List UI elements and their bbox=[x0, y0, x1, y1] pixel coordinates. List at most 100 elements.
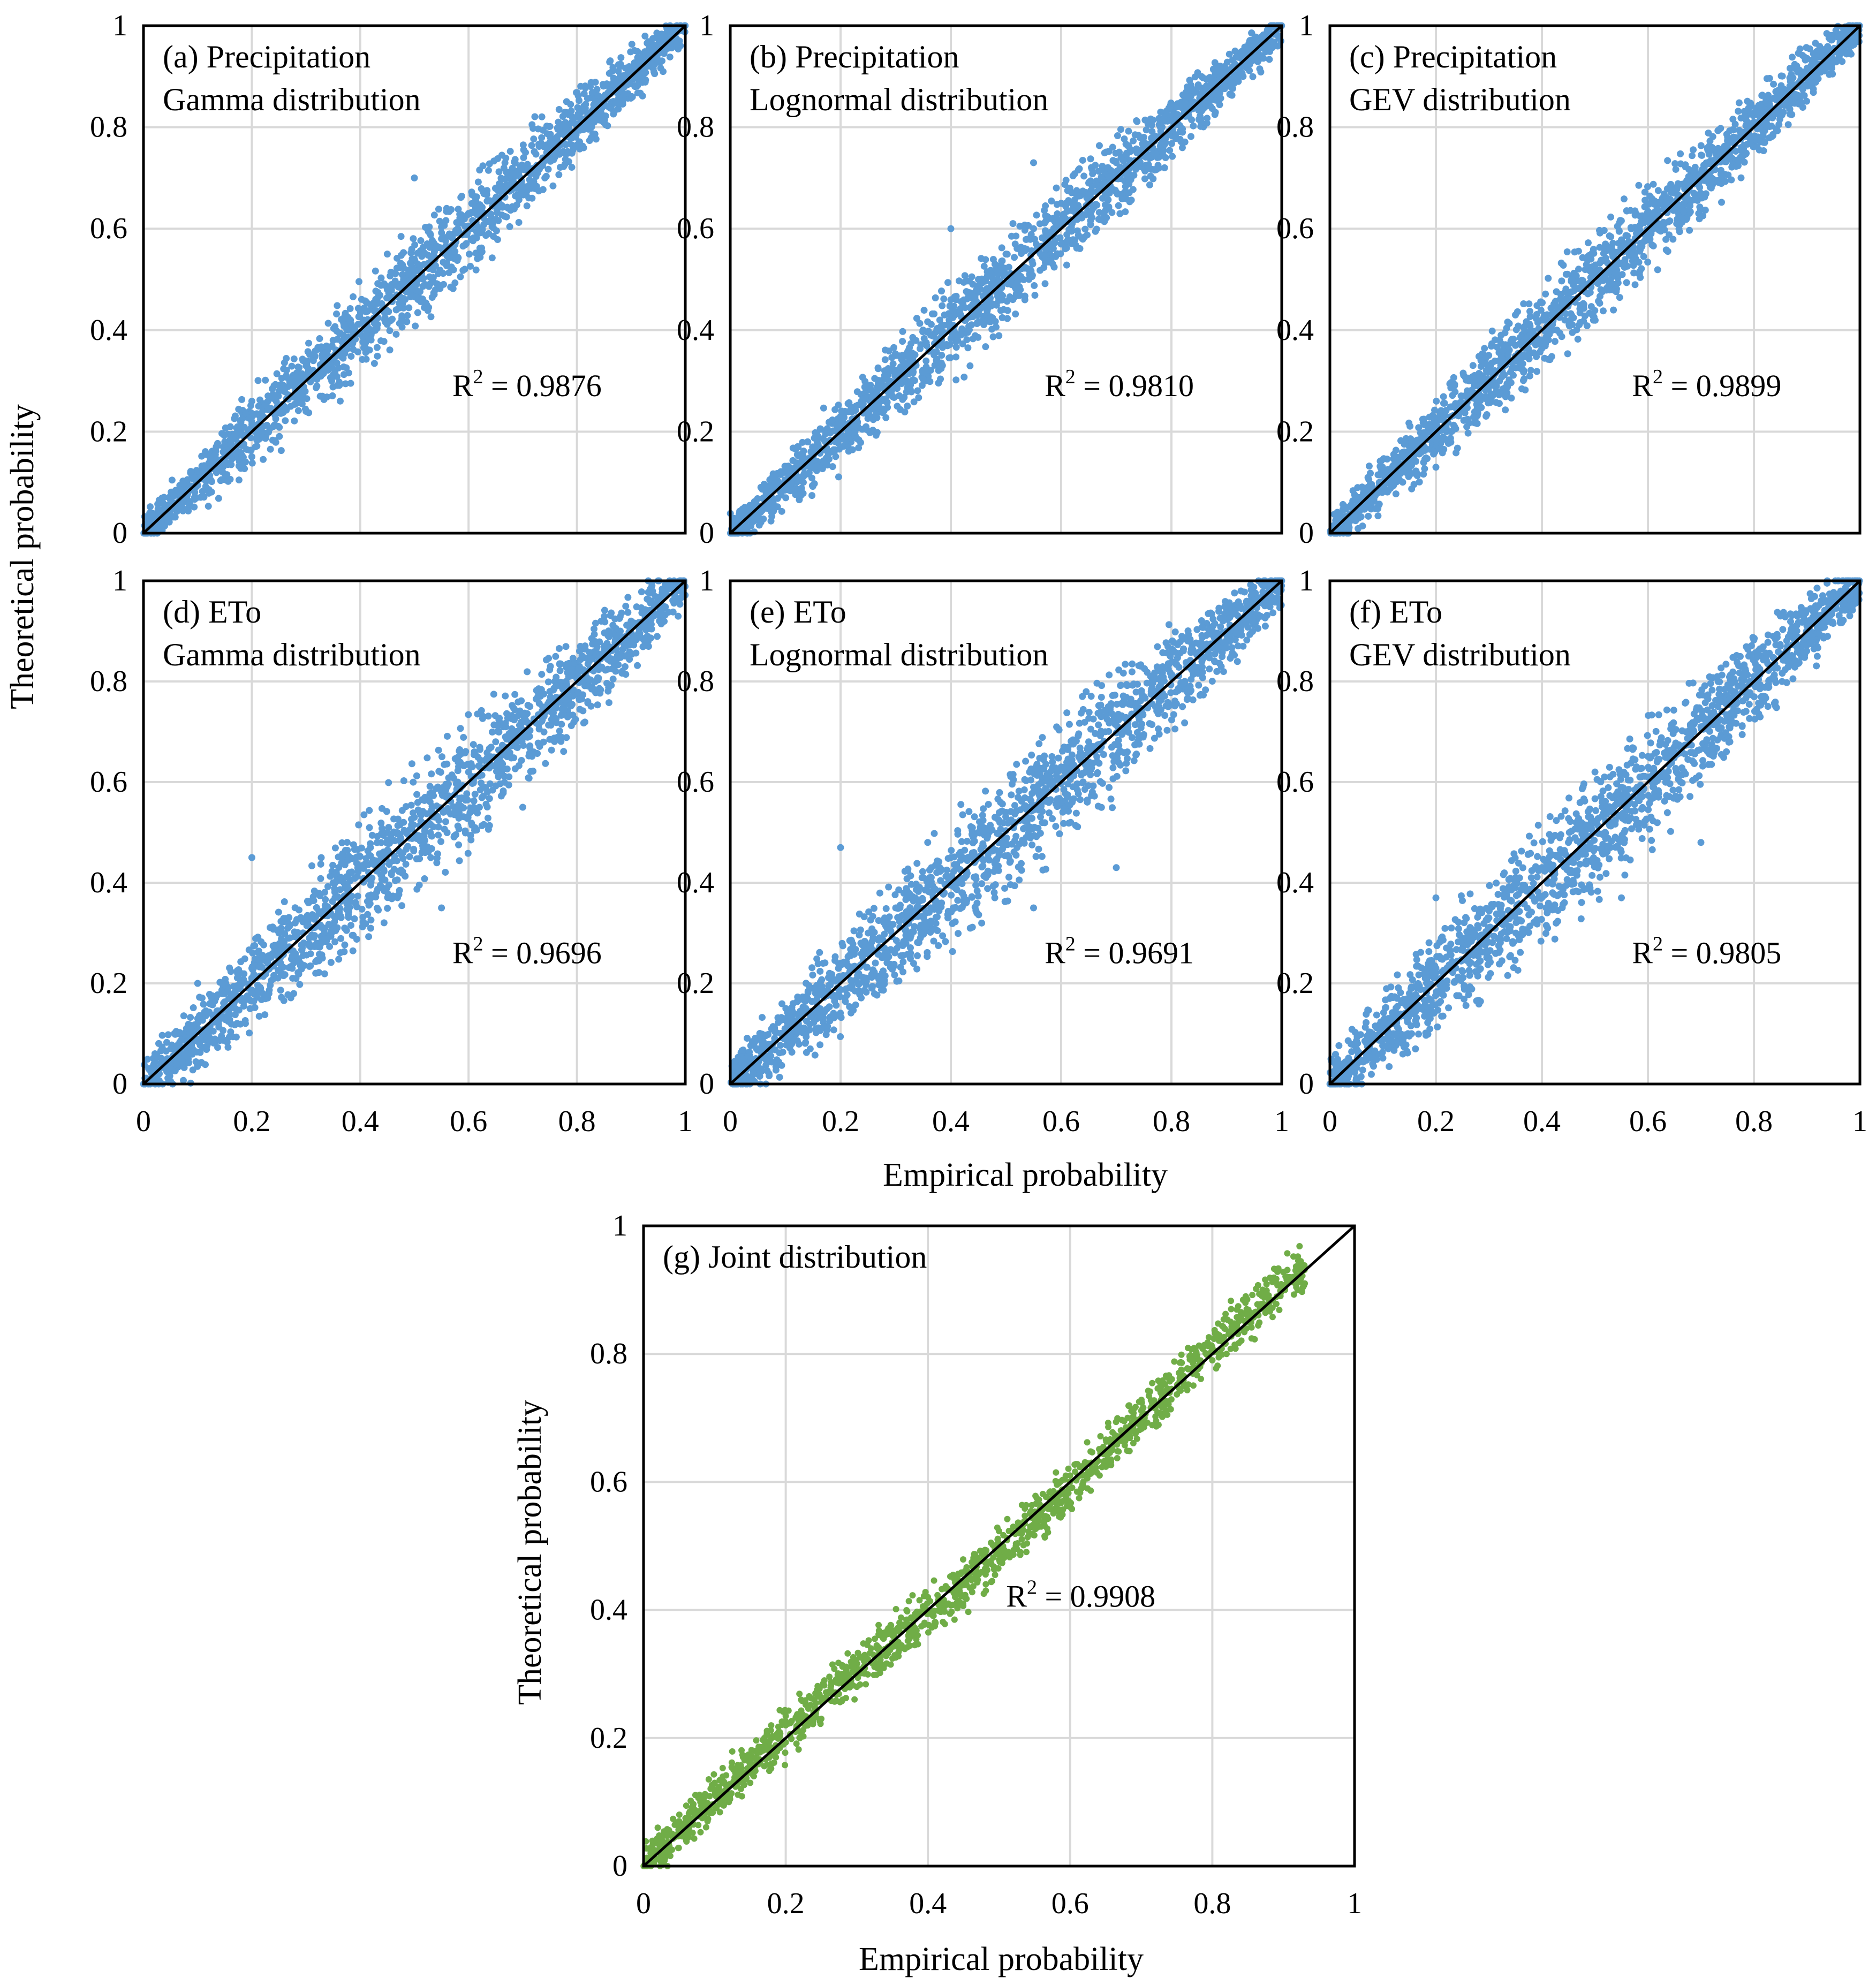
panel-b-point bbox=[938, 352, 945, 359]
panel-c-point bbox=[1442, 412, 1449, 419]
panel-b-point bbox=[1087, 155, 1094, 163]
panel-b-point bbox=[1043, 213, 1051, 221]
panel-c-point bbox=[1606, 232, 1613, 240]
panel-a-point bbox=[436, 267, 444, 274]
panel-c-point bbox=[1623, 207, 1630, 215]
panel-b-point bbox=[919, 327, 927, 334]
panel-b-point bbox=[1117, 126, 1124, 133]
panel-a-point bbox=[238, 452, 246, 459]
panel-a-point bbox=[468, 200, 475, 207]
panel-a-point bbox=[451, 279, 459, 287]
panel-a-point bbox=[576, 97, 583, 104]
panel-a-point bbox=[264, 398, 271, 405]
panel-c-point bbox=[1526, 372, 1533, 380]
panel-a-point bbox=[569, 134, 576, 142]
panel-a-point bbox=[226, 436, 234, 444]
panel-a-point bbox=[582, 122, 589, 129]
panel-c-point bbox=[1482, 412, 1490, 420]
panel-b-point bbox=[1198, 119, 1205, 126]
panel-b-point bbox=[1188, 86, 1196, 94]
panel-b-point bbox=[1145, 165, 1153, 172]
panel-c-point bbox=[1688, 152, 1696, 160]
panel-a-point bbox=[627, 48, 634, 56]
panel-a-point bbox=[276, 409, 283, 416]
panel-b-point bbox=[1079, 156, 1086, 164]
panel-a-point bbox=[344, 314, 352, 321]
panel-c-point bbox=[1697, 142, 1705, 149]
panel-a-point bbox=[607, 57, 614, 65]
panel-a-point bbox=[186, 499, 193, 506]
panel-b-point bbox=[1069, 172, 1077, 180]
panel-a-point bbox=[408, 246, 415, 253]
panel-b-y-tick-label: 0.2 bbox=[677, 415, 714, 448]
panel-a-point bbox=[295, 364, 302, 372]
panel-a-point bbox=[543, 130, 551, 138]
panel-b-point bbox=[861, 383, 868, 391]
panel-a-point bbox=[238, 396, 246, 403]
panel-b-point bbox=[938, 287, 945, 295]
panel-b-point bbox=[874, 383, 881, 391]
panel-a-point bbox=[490, 232, 497, 240]
panel-b-point bbox=[1042, 202, 1049, 210]
panel-b-point bbox=[1068, 189, 1076, 196]
panel-a-y-tick-label: 0.6 bbox=[90, 212, 127, 245]
panel-b-point bbox=[1157, 108, 1164, 116]
panel-a-point bbox=[666, 53, 674, 60]
panel-a-point bbox=[354, 305, 362, 312]
panel-b-point bbox=[1095, 168, 1102, 175]
panel-a-point bbox=[329, 392, 336, 399]
panel-a-point bbox=[215, 495, 222, 502]
panel-a-point bbox=[232, 449, 239, 457]
panel-b-point bbox=[1168, 140, 1175, 147]
panel-b-point bbox=[1021, 226, 1028, 234]
panel-b-point bbox=[844, 408, 852, 415]
panel-b-point bbox=[844, 400, 852, 407]
panel-b-point bbox=[964, 344, 972, 352]
panel-b-point bbox=[894, 403, 901, 410]
panel-c-point bbox=[1775, 121, 1783, 128]
panel-a-point bbox=[187, 468, 194, 475]
panel-b-point bbox=[939, 302, 946, 309]
panel-b-point bbox=[922, 357, 930, 365]
panel-a-point bbox=[467, 235, 475, 242]
panel-c-point bbox=[1740, 113, 1748, 121]
panel-a-point bbox=[412, 322, 419, 330]
panel-b-point bbox=[1105, 173, 1113, 181]
panel-a-point bbox=[147, 503, 154, 511]
panel-b-point bbox=[1125, 127, 1132, 135]
panel-a-point bbox=[336, 382, 343, 389]
panel-a-point bbox=[272, 438, 279, 446]
panel-c-point bbox=[1359, 522, 1366, 530]
panel-a-point bbox=[573, 143, 581, 150]
panel-b-point bbox=[1190, 122, 1197, 130]
panel-a-point bbox=[448, 206, 455, 214]
panel-c-point bbox=[1610, 306, 1617, 314]
panel-b-point bbox=[1234, 75, 1241, 82]
panel-b-point bbox=[1081, 225, 1089, 233]
panel-c-point bbox=[1563, 248, 1571, 255]
panel-b-point bbox=[873, 411, 880, 418]
panel-a-point bbox=[538, 134, 546, 141]
panel-b-point bbox=[1125, 178, 1132, 186]
panel-a-point bbox=[445, 269, 453, 276]
panel-a-point bbox=[234, 423, 241, 430]
panel-b-point bbox=[957, 298, 965, 305]
panel-a-point bbox=[491, 185, 499, 192]
panel-b-point bbox=[998, 314, 1006, 321]
panel-c-point bbox=[1439, 449, 1446, 457]
panel-a-y-tick-label: 0.2 bbox=[90, 415, 127, 448]
panel-b-point bbox=[909, 350, 916, 357]
panel-a-point bbox=[498, 186, 506, 193]
panel-a-point bbox=[488, 254, 496, 262]
panel-a-point bbox=[549, 182, 557, 189]
panel-b-point bbox=[960, 373, 968, 381]
panel-b-point bbox=[911, 377, 918, 384]
panel-a-point bbox=[331, 369, 339, 377]
panel-a-point bbox=[568, 107, 575, 115]
panel-a-point bbox=[358, 295, 365, 303]
panel-c-point bbox=[1576, 305, 1584, 313]
panel-b-point bbox=[946, 302, 954, 310]
panel-b-point bbox=[736, 511, 743, 519]
panel-b-point bbox=[1054, 250, 1061, 257]
panel-b-point bbox=[1003, 251, 1011, 258]
